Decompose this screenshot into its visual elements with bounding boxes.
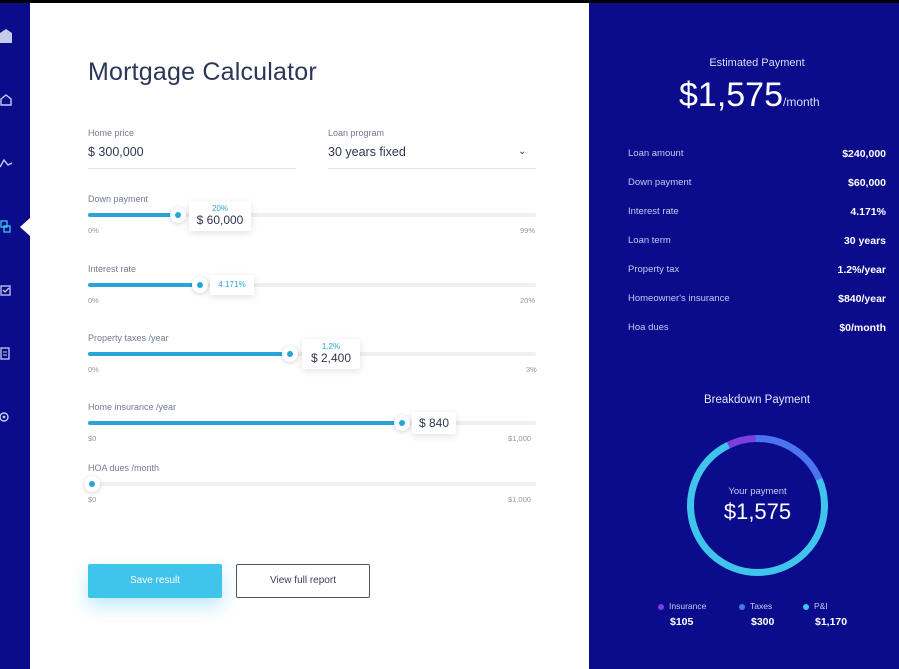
breakdown-title: Breakdown Payment: [703, 394, 811, 406]
settings-icon[interactable]: [0, 410, 14, 424]
interest-rate-tooltip: 4.171%: [210, 275, 254, 295]
estimated-payment-unit: /month: [783, 95, 820, 109]
estimated-payment-label: Estimated Payment: [709, 57, 805, 69]
property-taxes-fill: [88, 352, 290, 356]
summary-row-label: Homeowner's insurance: [628, 293, 730, 304]
down-payment-amount: $ 60,000: [196, 213, 244, 227]
summary-row-label: Property tax: [628, 264, 680, 275]
down-payment-percent: 20%: [211, 204, 228, 213]
home-insurance-fill: [88, 421, 402, 425]
down-payment-max: 99%: [520, 226, 536, 235]
hoa-dues-label: HOA dues /month: [88, 463, 160, 473]
summary-row-value: $60,000: [848, 177, 886, 189]
donut-segment: [687, 442, 828, 576]
donut-segment: [755, 435, 823, 481]
home-insurance-label: Home insurance /year: [88, 402, 177, 412]
home-insurance-handle[interactable]: [393, 415, 410, 431]
your-payment-label: Your payment: [728, 486, 787, 497]
summary-row-value: 4.171%: [850, 206, 886, 218]
summary-row-label: Hoa dues: [628, 322, 669, 333]
home-outline-icon[interactable]: [0, 29, 14, 43]
home-insurance-tooltip: $ 840: [412, 412, 456, 434]
hoa-dues-slider[interactable]: [84, 476, 536, 492]
summary-row-value: $0/month: [839, 322, 886, 334]
calculator-icon[interactable]: [0, 220, 14, 234]
donut-segment: [726, 435, 756, 449]
summary-row-value: $240,000: [842, 148, 886, 160]
home-price-underline: [88, 168, 296, 169]
view-full-report-button[interactable]: View full report: [236, 564, 370, 598]
summary-panel: Estimated Payment $1,575/month Loan amou…: [589, 3, 899, 669]
breakdown-donut-chart: [687, 435, 828, 576]
summary-row-label: Loan amount: [628, 148, 684, 159]
property-taxes-tooltip: 1.2% $ 2,400: [302, 339, 360, 369]
chevron-down-icon[interactable]: ⌄: [518, 146, 527, 157]
summary-row-value: 30 years: [843, 235, 886, 247]
summary-row-value: $840/year: [838, 293, 886, 305]
interest-rate-percent: 4.171%: [218, 280, 246, 289]
home-insurance-slider[interactable]: [88, 415, 536, 431]
summary-row-value: 1.2%/year: [837, 264, 886, 276]
interest-rate-max: 20%: [520, 296, 536, 305]
home-price-label: Home price: [88, 128, 135, 138]
home-insurance-min: $0: [88, 434, 97, 443]
interest-rate-min: 0%: [88, 296, 99, 305]
property-taxes-handle[interactable]: [281, 346, 298, 362]
loan-program-select[interactable]: 30 years fixed: [328, 145, 406, 159]
property-taxes-label: Property taxes /year: [88, 333, 169, 343]
active-nav-indicator: [20, 218, 30, 236]
home-price-input[interactable]: $ 300,000: [88, 145, 144, 159]
summary-row-label: Interest rate: [628, 206, 679, 217]
legend-label: P&I: [814, 601, 828, 611]
legend-value: $105: [670, 616, 694, 628]
legend-label: Taxes: [750, 601, 773, 611]
legend-value: $300: [751, 616, 775, 628]
interest-rate-label: Interest rate: [88, 264, 137, 274]
summary-row-label: Loan term: [628, 235, 671, 246]
legend-dot: [803, 604, 809, 610]
checkbox-icon[interactable]: [0, 284, 14, 298]
down-payment-label: Down payment: [88, 194, 149, 204]
calculator-form: Mortgage Calculator Home price $ 300,000…: [30, 3, 589, 669]
document-icon[interactable]: [0, 347, 14, 361]
property-taxes-max: 3%: [526, 365, 537, 374]
estimated-payment-amount: $1,575: [679, 76, 783, 114]
summary-row-label: Down payment: [628, 177, 692, 188]
down-payment-handle[interactable]: [169, 207, 186, 223]
interest-rate-handle[interactable]: [192, 277, 208, 293]
sidebar: [0, 3, 30, 669]
save-result-button[interactable]: Save result: [88, 564, 222, 598]
home-insurance-max: $1,000: [508, 434, 531, 443]
property-taxes-min: 0%: [88, 365, 99, 374]
legend-label: Insurance: [669, 601, 707, 611]
home-icon[interactable]: [0, 93, 14, 107]
interest-rate-slider[interactable]: [88, 277, 536, 293]
chart-line-icon[interactable]: [0, 156, 14, 170]
down-payment-fill: [88, 213, 178, 217]
page-title: Mortgage Calculator: [88, 58, 317, 86]
interest-rate-fill: [88, 283, 200, 287]
your-payment-value: $1,575: [723, 499, 792, 524]
app-frame: Mortgage Calculator Home price $ 300,000…: [0, 3, 899, 669]
legend-dot: [658, 604, 664, 610]
loan-program-label: Loan program: [328, 128, 385, 138]
property-taxes-percent: 1.2%: [321, 342, 341, 351]
down-payment-slider[interactable]: [88, 207, 536, 223]
hoa-dues-min: $0: [88, 495, 97, 504]
legend-value: $1,170: [815, 616, 848, 628]
loan-program-underline: [328, 168, 536, 169]
down-payment-min: 0%: [88, 226, 99, 235]
property-taxes-amount: $ 2,400: [310, 351, 352, 365]
estimated-payment-value: $1,575/month: [679, 76, 820, 115]
hoa-dues-handle[interactable]: [84, 476, 100, 492]
down-payment-tooltip: 20% $ 60,000: [189, 201, 251, 231]
home-insurance-amount: $ 840: [418, 416, 450, 430]
legend-dot: [739, 604, 745, 610]
hoa-dues-max: $1,000: [508, 495, 531, 504]
